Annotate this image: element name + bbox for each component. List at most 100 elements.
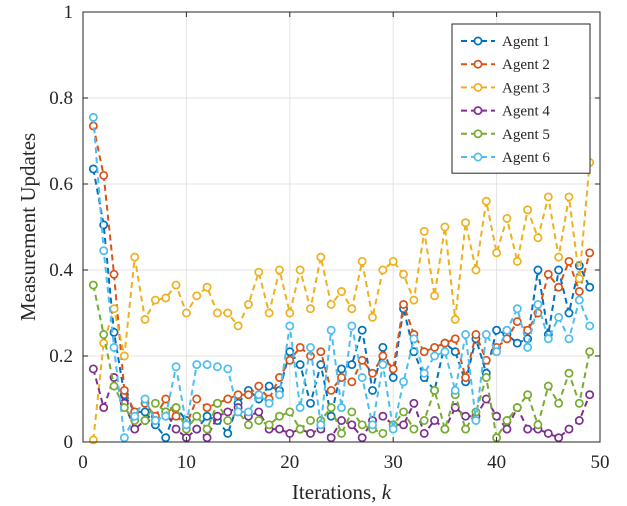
data-point	[492, 347, 502, 357]
legend-label: Agent 1	[502, 34, 550, 50]
data-point	[502, 325, 512, 335]
data-point	[243, 299, 253, 309]
x-tick-label: 30	[384, 452, 403, 473]
data-point	[533, 299, 543, 309]
data-point	[326, 411, 336, 421]
data-point	[295, 403, 305, 413]
data-point	[574, 295, 584, 305]
data-point	[130, 252, 140, 262]
data-point	[233, 390, 243, 400]
data-point	[523, 424, 533, 434]
data-point	[223, 364, 233, 374]
data-point	[574, 274, 584, 284]
data-point	[461, 218, 471, 228]
data-point	[109, 381, 119, 391]
legend: Agent 1 Agent 2 Agent 3 Agent 4 Agent 5 Agent…	[451, 23, 591, 174]
data-point	[554, 252, 564, 262]
data-point	[254, 416, 264, 425]
data-point	[574, 287, 584, 296]
data-point	[161, 293, 171, 303]
data-point	[543, 428, 553, 438]
data-point	[140, 315, 150, 324]
data-point	[430, 385, 440, 395]
data-point	[192, 291, 202, 301]
data-point	[202, 282, 212, 292]
data-point	[388, 373, 398, 382]
data-point	[171, 403, 181, 413]
data-point	[202, 424, 212, 434]
legend-entry: Agent 1	[461, 34, 550, 50]
data-point	[357, 420, 367, 430]
data-point	[368, 420, 377, 430]
data-point	[554, 265, 564, 275]
data-point	[450, 334, 460, 344]
data-point	[99, 403, 109, 413]
data-point	[264, 420, 274, 430]
data-point	[554, 433, 564, 443]
data-point	[419, 416, 429, 425]
data-point	[419, 368, 429, 378]
data-point	[481, 196, 491, 206]
data-point	[564, 192, 574, 202]
data-point	[461, 330, 471, 339]
data-point	[119, 351, 129, 361]
data-point	[471, 416, 481, 425]
axis-ticks: 0 10 20 30 40 50 0 0.2 0.4 0.6 0.8 1	[49, 2, 609, 473]
data-point	[109, 342, 119, 352]
data-point	[264, 381, 274, 391]
data-point	[502, 424, 512, 434]
data-point	[306, 398, 315, 408]
legend-swatch-marker	[473, 59, 483, 69]
data-point	[275, 390, 284, 400]
data-point	[130, 411, 140, 421]
y-tick-label: 0.2	[49, 346, 73, 367]
data-point	[316, 252, 326, 262]
data-point	[233, 407, 243, 417]
data-point	[130, 424, 140, 434]
data-point	[223, 428, 233, 438]
y-tick-label: 0.6	[49, 174, 73, 195]
data-point	[430, 351, 440, 361]
data-point	[109, 269, 119, 279]
data-point	[88, 164, 98, 174]
data-point	[212, 411, 222, 421]
data-point	[347, 377, 357, 387]
legend-swatch-marker	[473, 82, 483, 92]
y-tick-label: 0.4	[49, 260, 73, 281]
data-point	[564, 308, 574, 318]
data-point	[461, 373, 471, 382]
legend-entry: Agent 6	[461, 150, 550, 166]
data-point	[243, 420, 253, 430]
legend-swatch-marker	[473, 36, 483, 46]
data-point	[554, 312, 564, 322]
data-point	[543, 269, 553, 279]
data-point	[347, 360, 357, 370]
data-point	[212, 362, 222, 372]
data-point	[337, 287, 346, 296]
data-point	[378, 265, 388, 275]
data-point	[171, 411, 181, 421]
data-point	[140, 416, 150, 425]
data-point	[564, 368, 574, 378]
data-point	[171, 362, 181, 372]
data-point	[295, 424, 305, 434]
data-point	[243, 407, 253, 417]
data-point	[264, 308, 274, 318]
data-point	[150, 398, 160, 408]
data-point	[306, 342, 315, 352]
data-point	[388, 364, 398, 374]
data-point	[399, 420, 408, 430]
data-point	[419, 347, 429, 357]
data-point	[492, 411, 502, 421]
data-point	[409, 295, 419, 305]
data-point	[585, 390, 595, 400]
data-point	[574, 416, 584, 425]
x-tick-label: 50	[591, 452, 610, 473]
data-point	[337, 428, 346, 438]
series-agent-3	[88, 158, 595, 445]
data-point	[388, 424, 398, 434]
data-point	[585, 347, 595, 357]
data-point	[357, 355, 367, 365]
data-point	[347, 304, 357, 314]
